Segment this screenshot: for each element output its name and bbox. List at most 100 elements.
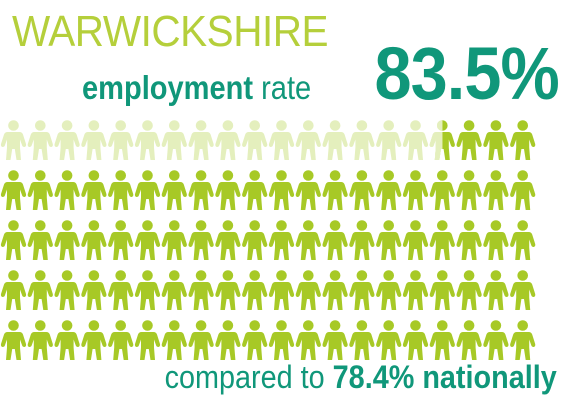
person-icon [81,220,107,260]
person-icon [134,220,161,260]
person-icon [108,220,134,260]
person-icon [483,270,509,310]
subtitle: employment rate [82,70,311,106]
person-icon [268,120,295,160]
person-icon [376,270,402,310]
person-icon [456,170,482,210]
person-icon [54,120,80,160]
person-icon [268,270,295,310]
person-icon [134,120,161,160]
person-icon [161,170,187,210]
person-icon [188,170,214,210]
person-icon [376,120,402,160]
person-icon [188,270,214,310]
person-icon [322,170,348,210]
person-icon [27,320,53,360]
comparison-prefix: compared to [164,359,325,395]
person-icon [376,320,402,360]
person-icon [429,270,455,310]
person-icon [161,120,187,160]
person-icon [429,170,455,210]
person-icon [322,220,348,260]
person-icon [215,320,241,360]
person-icon [322,120,348,160]
person-icon [483,220,509,260]
person-icon [0,220,27,260]
person-icon [0,270,27,310]
person-icon [215,120,241,160]
person-icon [134,320,161,360]
person-icon [483,320,509,360]
person-icon [242,320,268,360]
person-icon [349,320,375,360]
person-icon [0,170,27,210]
employment-rate-value: 83.5% [374,32,560,115]
person-icon [54,320,80,360]
person-icon [510,220,536,260]
person-icon [295,270,321,310]
person-icon [402,120,429,160]
person-icon [242,220,268,260]
person-icon [161,270,187,310]
person-icon [54,220,80,260]
person-icon [295,220,321,260]
person-icon [81,320,107,360]
person-icon [376,170,402,210]
person-icon [54,270,80,310]
person-icon [242,120,268,160]
person-icon [242,270,268,310]
person-icon [215,270,241,310]
person-icon [27,120,53,160]
person-icon [268,220,295,260]
person-icon [429,220,455,260]
person-icon [510,320,536,360]
subtitle-light: rate [261,69,312,106]
person-icon [108,320,134,360]
person-icon [483,120,509,160]
person-icon [54,170,80,210]
person-icon [402,220,429,260]
person-icon [108,270,134,310]
person-icon [134,170,161,210]
person-icon [188,320,214,360]
person-icon [349,220,375,260]
person-icon [349,170,375,210]
person-icon [510,120,536,160]
person-icon [295,320,321,360]
person-icon [510,170,536,210]
person-icon [108,120,134,160]
person-icon [215,220,241,260]
person-icon [510,270,536,310]
person-icon [0,320,27,360]
person-icon [161,320,187,360]
person-icon [134,270,161,310]
person-icon [27,170,53,210]
person-icon [456,120,482,160]
person-icon [295,170,321,210]
person-icon [161,220,187,260]
person-icon [242,170,268,210]
comparison-footer: compared to 78.4% nationally [165,359,557,395]
person-icon [27,270,53,310]
person-icon [268,170,295,210]
region-title: WARWICKSHIRE [12,7,329,56]
person-icon [456,270,482,310]
person-icon [81,120,107,160]
person-icon [27,220,53,260]
person-icon [429,120,455,160]
person-icon [295,120,321,160]
person-icon [215,170,241,210]
person-icon [483,170,509,210]
person-icon [402,270,429,310]
person-icon [108,170,134,210]
person-icon [456,220,482,260]
person-icon [429,320,455,360]
person-icon [376,220,402,260]
person-icon [188,220,214,260]
person-icon [349,270,375,310]
person-icon [81,270,107,310]
subtitle-bold: employment [82,69,254,106]
person-icon [188,120,214,160]
person-icon [456,320,482,360]
